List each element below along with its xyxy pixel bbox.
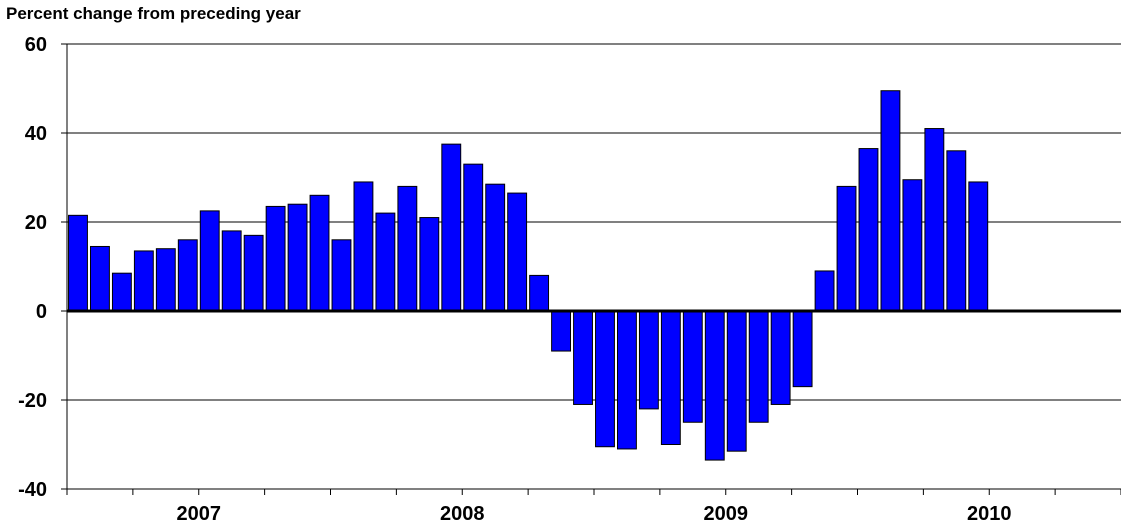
bar xyxy=(902,179,923,312)
bar xyxy=(287,203,308,312)
bar xyxy=(353,181,374,312)
bar xyxy=(331,239,352,312)
y-tick-label: 40 xyxy=(25,123,47,145)
bar xyxy=(68,214,88,312)
x-tick-label: 2008 xyxy=(440,503,485,525)
bar xyxy=(441,143,462,312)
bar xyxy=(485,183,506,312)
bar xyxy=(946,150,967,312)
x-tick-label: 2007 xyxy=(177,503,222,525)
bar xyxy=(507,192,528,312)
bar xyxy=(463,163,484,312)
bar xyxy=(573,310,593,405)
bar xyxy=(221,230,242,312)
bars xyxy=(68,90,989,461)
bar xyxy=(529,274,550,312)
chart-title: Percent change from preceding year xyxy=(6,4,301,23)
bar xyxy=(704,310,725,461)
bar xyxy=(595,310,615,448)
x-tick-labels: 2007 2008 2009 2010 xyxy=(177,503,1012,525)
axes xyxy=(61,43,1121,495)
bar xyxy=(792,310,813,388)
bar xyxy=(199,210,220,312)
y-tick-label: 0 xyxy=(36,301,47,323)
bar xyxy=(617,310,637,450)
bar xyxy=(726,310,747,452)
bar xyxy=(682,310,703,423)
x-tick-label: 2010 xyxy=(967,503,1012,525)
y-tick-labels: 60 40 20 0 -20 -40 xyxy=(18,34,47,501)
bar xyxy=(155,248,176,312)
bar xyxy=(836,185,857,312)
bar xyxy=(638,310,659,410)
y-tick-label: -20 xyxy=(18,390,47,412)
bar xyxy=(968,181,989,312)
bar xyxy=(265,205,286,312)
bar xyxy=(419,217,440,312)
bar xyxy=(770,310,791,405)
bar xyxy=(375,212,396,312)
y-tick-label: 20 xyxy=(25,212,47,234)
x-tick-label: 2009 xyxy=(704,503,749,525)
bar xyxy=(309,194,330,312)
bar xyxy=(111,272,132,312)
bar xyxy=(551,310,571,352)
bar xyxy=(924,128,945,312)
bar xyxy=(133,250,154,312)
bar xyxy=(90,245,110,312)
bar xyxy=(397,185,418,312)
bar xyxy=(814,270,835,312)
bar xyxy=(660,310,681,445)
bar xyxy=(858,148,879,312)
bar xyxy=(177,239,198,312)
bar xyxy=(748,310,769,423)
y-tick-label: -40 xyxy=(18,479,47,501)
bar xyxy=(880,90,901,312)
y-tick-label: 60 xyxy=(25,34,47,56)
bar xyxy=(243,234,264,312)
